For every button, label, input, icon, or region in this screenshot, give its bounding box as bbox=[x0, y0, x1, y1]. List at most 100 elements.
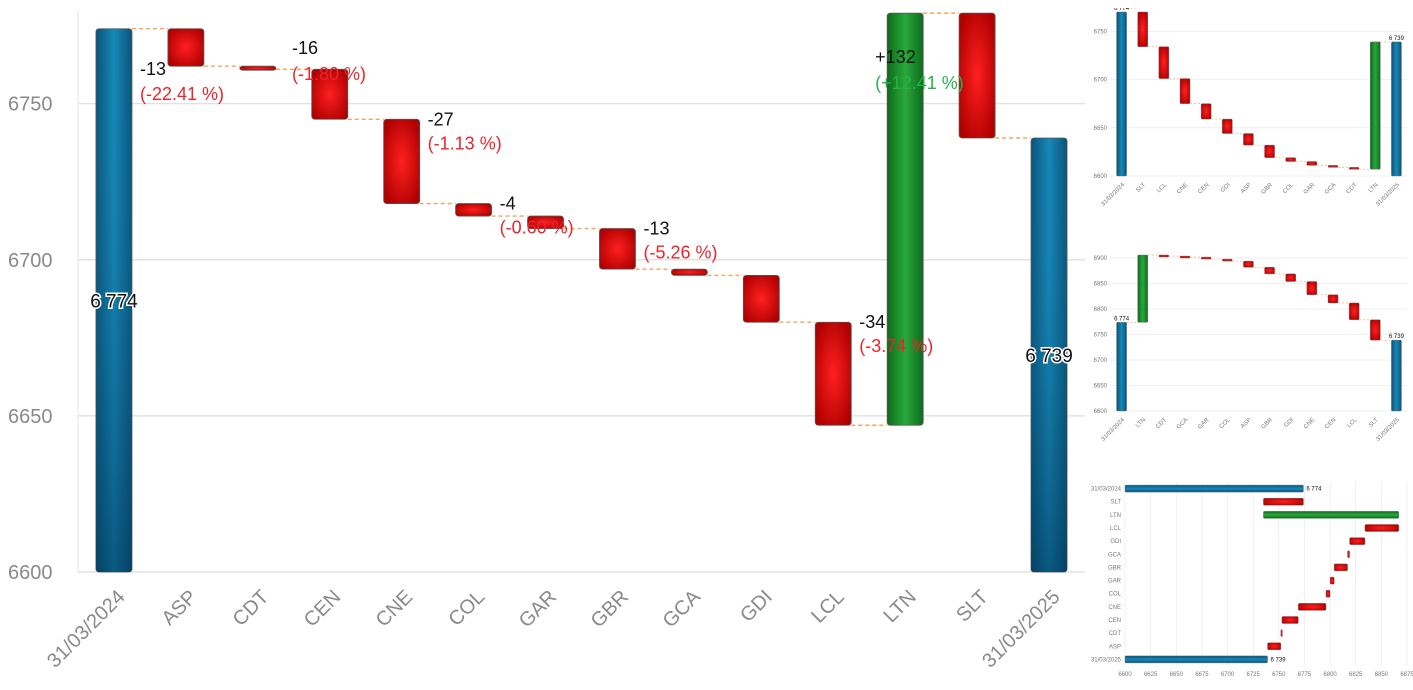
x-tick-label: CDT bbox=[229, 586, 274, 631]
y-tick-label: LCL bbox=[1110, 526, 1122, 532]
bar-31-03-2024 bbox=[1116, 322, 1127, 412]
y-tick-label: GBR bbox=[1108, 565, 1122, 571]
bar-col bbox=[1222, 258, 1233, 262]
bar-shade-31-03-2025 bbox=[1031, 138, 1068, 572]
x-tick-label: GDI bbox=[1220, 182, 1232, 194]
x-tick-label: 6825 bbox=[1349, 672, 1363, 678]
delta-label: -16 bbox=[292, 38, 318, 58]
percent-label: (-5.26 %) bbox=[643, 243, 717, 263]
bar-slt bbox=[1137, 11, 1148, 47]
bar-31-03-2025 bbox=[1391, 339, 1402, 412]
bar-gca bbox=[1327, 165, 1339, 168]
bar-cne bbox=[383, 118, 421, 204]
mini-horizontal-waterfall-chart: 6600 6625 6650 6675 6700 6725 6750 6775 6800 6825… bbox=[1085, 478, 1413, 690]
bar-cdt bbox=[1158, 254, 1170, 258]
delta-label: +132 bbox=[875, 47, 916, 67]
x-tick-label: GBR bbox=[587, 586, 633, 632]
bar-col bbox=[1325, 590, 1331, 598]
x-tick-label: GCA bbox=[659, 586, 706, 633]
x-tick-label: COL bbox=[1219, 417, 1232, 430]
x-tick-label: 31/03/2025 bbox=[978, 586, 1064, 672]
percent-label: (+12.41 %) bbox=[875, 73, 964, 93]
x-tick-label: 6600 bbox=[1118, 672, 1132, 678]
x-tick-label: CDT bbox=[1155, 417, 1168, 430]
y-tick-label: 6850 bbox=[1094, 282, 1108, 288]
x-tick-label: ASP bbox=[158, 586, 202, 630]
bar-gar bbox=[1306, 161, 1318, 166]
bar-slt bbox=[1263, 498, 1304, 506]
x-tick-label: 6725 bbox=[1247, 672, 1261, 678]
x-tick-label: GCA bbox=[1324, 182, 1337, 195]
bar-cne bbox=[1298, 603, 1327, 611]
percent-label: (-22.41 %) bbox=[140, 84, 224, 104]
bar-gar bbox=[1329, 576, 1335, 585]
x-tick-label: COL bbox=[445, 586, 490, 631]
x-tick-label: GBR bbox=[1261, 182, 1275, 196]
bar-slt bbox=[958, 12, 996, 139]
y-tick-label: GAR bbox=[1108, 579, 1122, 585]
bar-col bbox=[455, 203, 493, 217]
total-value-label: 6 774 bbox=[1114, 316, 1130, 322]
bar-gdi bbox=[742, 274, 780, 323]
percent-label: (-1.13 %) bbox=[428, 133, 502, 153]
x-tick-label: 31/03/2024 bbox=[43, 586, 129, 672]
mini-waterfall-chart-2: 6600 6650 6700 6750 6800 6850 6900 6 774 31/03/2… bbox=[1085, 245, 1413, 445]
percent-label: (-3.74 %) bbox=[859, 336, 933, 356]
bar-cdt bbox=[239, 65, 277, 71]
y-tick-label: 6650 bbox=[1094, 126, 1108, 132]
x-tick-label: 6850 bbox=[1375, 672, 1389, 678]
x-tick-label: LTN bbox=[1135, 417, 1147, 429]
y-tick-label: 6700 bbox=[1094, 358, 1108, 364]
bar-cen bbox=[1327, 294, 1339, 304]
bar-cne bbox=[1306, 281, 1318, 295]
mini-waterfall-chart-1: 6600 6650 6700 6750 6 774 31/03/2024 SLT LCL CNE… bbox=[1085, 8, 1413, 216]
bar-gbr bbox=[599, 228, 636, 270]
bar-gbr bbox=[1333, 563, 1348, 572]
y-tick-label: 6600 bbox=[8, 562, 53, 584]
y-tick-label: 31/03/2024 bbox=[1091, 487, 1122, 493]
bar-asp bbox=[167, 28, 205, 67]
total-value-label: 6 739 bbox=[1389, 334, 1405, 340]
delta-label: -27 bbox=[428, 109, 454, 129]
bar-ltn bbox=[886, 12, 924, 426]
bar-lcl bbox=[1158, 46, 1170, 79]
x-tick-label: ASP bbox=[1240, 417, 1253, 430]
x-tick-label: 31/03/2025 bbox=[1375, 182, 1401, 208]
x-tick-label: 6650 bbox=[1170, 672, 1184, 678]
x-tick-label: 6675 bbox=[1195, 672, 1209, 678]
x-tick-label: CNE bbox=[1176, 182, 1189, 195]
total-value-label: 6 739 bbox=[1389, 36, 1405, 42]
percent-label: (-0.60 %) bbox=[500, 218, 574, 238]
x-tick-label: 31/03/2025 bbox=[1375, 417, 1401, 443]
x-tick-label: CNE bbox=[1303, 417, 1316, 430]
y-tick-label: ASP bbox=[1109, 644, 1121, 650]
x-tick-label: GAR bbox=[1197, 417, 1211, 431]
y-tick-label: 6900 bbox=[1094, 256, 1108, 262]
bar-asp bbox=[1243, 133, 1254, 146]
y-tick-label: 6650 bbox=[8, 406, 53, 428]
x-tick-label: LTN bbox=[1368, 182, 1380, 194]
bar-col bbox=[1285, 157, 1296, 162]
x-tick-label: CDT bbox=[1346, 182, 1359, 195]
bar-gca bbox=[670, 268, 708, 276]
y-tick-label: LTN bbox=[1110, 513, 1121, 519]
x-tick-label: 31/03/2024 bbox=[1101, 417, 1127, 443]
mini-waterfall-svg-2: 6600 6650 6700 6750 6800 6850 6900 6 774 31/03/2… bbox=[1094, 254, 1407, 443]
x-tick-label: CEN bbox=[1324, 417, 1337, 430]
bar-gdi bbox=[1222, 118, 1233, 134]
x-tick-label: LCL bbox=[807, 586, 849, 628]
main-waterfall-svg: 6600 6650 6700 6750 6 774 31/03/2024 ASP CDT CEN… bbox=[8, 10, 1085, 672]
x-tick-label: GCA bbox=[1176, 417, 1189, 430]
y-tick-label: CNE bbox=[1108, 605, 1121, 611]
bar-31-03-2024 bbox=[1124, 484, 1304, 493]
x-tick-label: LCL bbox=[1347, 417, 1359, 429]
total-value-label: 6 774 bbox=[1306, 487, 1322, 493]
y-tick-label: 6600 bbox=[1094, 409, 1108, 415]
y-tick-label: COL bbox=[1109, 592, 1122, 598]
x-tick-label: CEN bbox=[1197, 182, 1210, 195]
x-tick-label: GAR bbox=[515, 586, 561, 632]
x-tick-label: 6625 bbox=[1144, 672, 1158, 678]
x-tick-label: CEN bbox=[300, 586, 345, 631]
delta-label: -34 bbox=[859, 312, 885, 332]
y-tick-label: 6600 bbox=[1094, 174, 1108, 180]
